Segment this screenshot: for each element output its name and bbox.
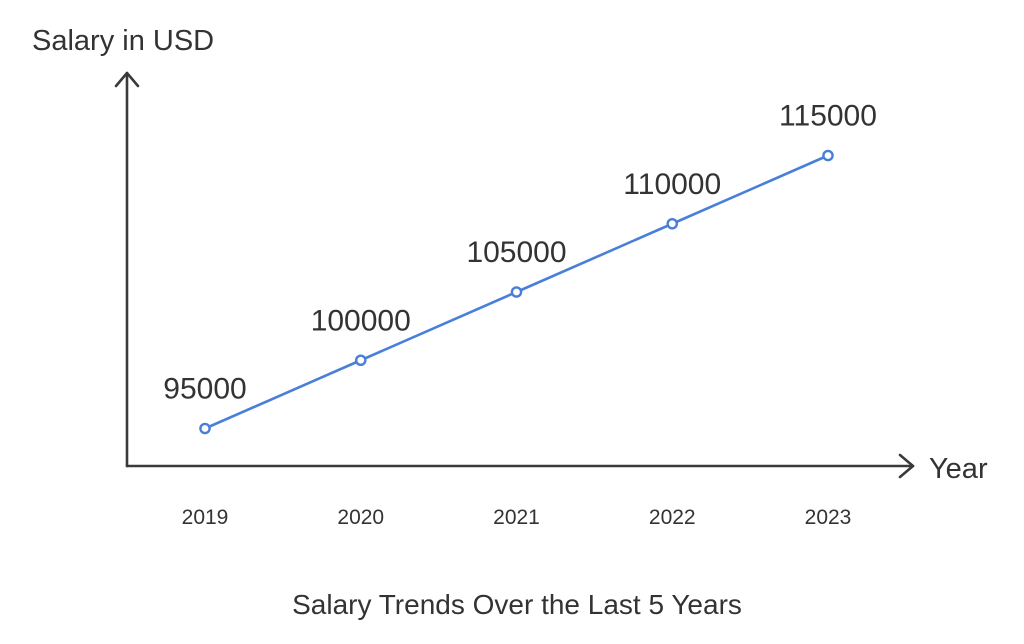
series-layer: 95000 100000 105000 110000 115000 — [163, 100, 877, 435]
x-tick-label-2021: 2021 — [493, 506, 540, 529]
x-tick-label-2023: 2023 — [805, 506, 852, 529]
data-point-2023 — [822, 149, 834, 162]
data-point-2021 — [510, 286, 523, 298]
data-point-2019 — [199, 422, 211, 435]
data-label-2019: 95000 — [163, 373, 246, 406]
data-label-2023: 115000 — [779, 100, 877, 133]
data-point-2020 — [354, 354, 367, 367]
x-axis-title: Year — [929, 453, 988, 485]
y-axis-arrow-icon — [114, 71, 140, 88]
data-label-2022: 110000 — [623, 168, 721, 201]
x-tick-label-2020: 2020 — [337, 506, 384, 529]
data-label-2021: 105000 — [466, 236, 566, 269]
x-tick-label-2022: 2022 — [649, 506, 696, 529]
data-point-2022 — [666, 217, 679, 230]
x-tick-label-2019: 2019 — [182, 506, 229, 529]
data-label-2020: 100000 — [311, 304, 411, 337]
y-axis-title: Salary in USD — [32, 25, 214, 57]
axes — [114, 71, 915, 479]
x-axis-arrow-icon — [898, 453, 915, 479]
x-tick-labels: 2019 2020 2021 2022 2023 — [182, 506, 852, 529]
chart-title: Salary Trends Over the Last 5 Years — [292, 589, 742, 620]
